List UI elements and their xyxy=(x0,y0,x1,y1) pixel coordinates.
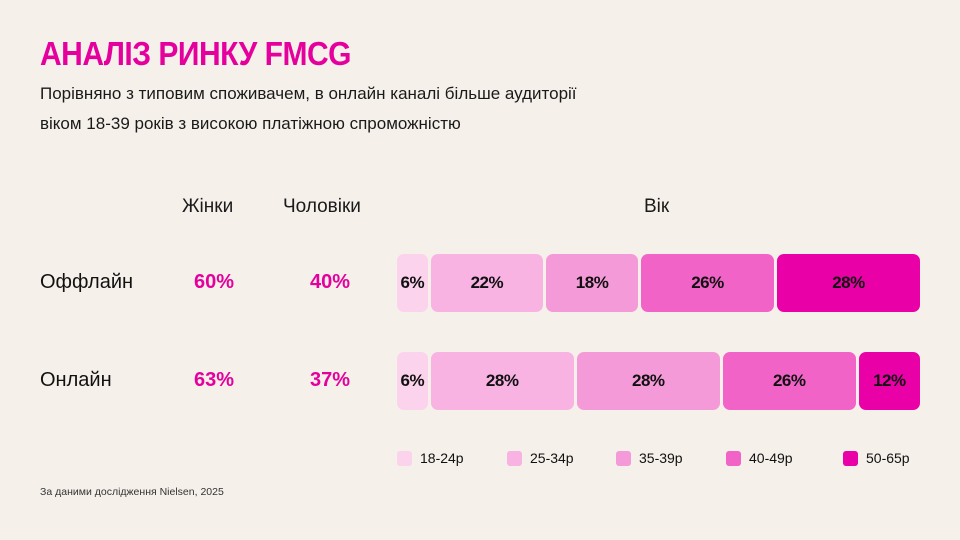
legend-item: 50-65р xyxy=(843,450,910,466)
legend-swatch xyxy=(616,450,631,466)
age-segment-18-24р: 6% xyxy=(397,352,428,410)
legend-item: 40-49р xyxy=(726,450,793,466)
age-segment-35-39р: 18% xyxy=(546,254,639,312)
legend-label: 18-24р xyxy=(420,450,464,466)
men-value: 37% xyxy=(309,369,351,391)
header-age: Вік xyxy=(644,196,670,217)
subtitle-line-2: віком 18-39 років з високою платіжною сп… xyxy=(40,114,461,133)
legend-item: 18-24р xyxy=(397,450,464,466)
men-value: 40% xyxy=(309,271,351,293)
header-men: Чоловіки xyxy=(283,196,361,217)
legend-swatch xyxy=(843,450,858,466)
legend-swatch xyxy=(726,450,741,466)
legend-item: 25-34р xyxy=(507,450,574,466)
legend-item: 35-39р xyxy=(616,450,683,466)
age-segment-25-34р: 22% xyxy=(430,254,544,312)
age-bar: 6% 22% 18% 26% 28% xyxy=(397,254,920,312)
age-segment-25-34р: 28% xyxy=(430,352,574,410)
age-bar: 6% 28% 28% 26% 12% xyxy=(397,352,920,410)
legend-swatch xyxy=(397,450,412,466)
age-segment-35-39р: 28% xyxy=(576,352,720,410)
source-note: За даними дослідження Nielsen, 2025 xyxy=(40,486,224,498)
row-label: Оффлайн xyxy=(40,271,134,293)
women-value: 63% xyxy=(193,369,235,391)
header-women: Жінки xyxy=(182,196,234,217)
row-label: Онлайн xyxy=(40,369,112,391)
page-title: АНАЛІЗ РИНКУ FMCG xyxy=(40,36,351,73)
legend-label: 50-65р xyxy=(866,450,910,466)
legend-label: 25-34р xyxy=(530,450,574,466)
legend-label: 35-39р xyxy=(639,450,683,466)
legend-swatch xyxy=(507,450,522,466)
age-segment-18-24р: 6% xyxy=(397,254,428,312)
women-value: 60% xyxy=(193,271,235,293)
age-segment-40-49р: 26% xyxy=(722,352,856,410)
legend-label: 40-49р xyxy=(749,450,793,466)
age-segment-50-65р: 28% xyxy=(776,254,920,312)
age-segment-40-49р: 26% xyxy=(641,254,774,312)
age-segment-50-65р: 12% xyxy=(858,352,920,410)
subtitle-line-1: Порівняно з типовим споживачем, в онлайн… xyxy=(40,84,577,103)
